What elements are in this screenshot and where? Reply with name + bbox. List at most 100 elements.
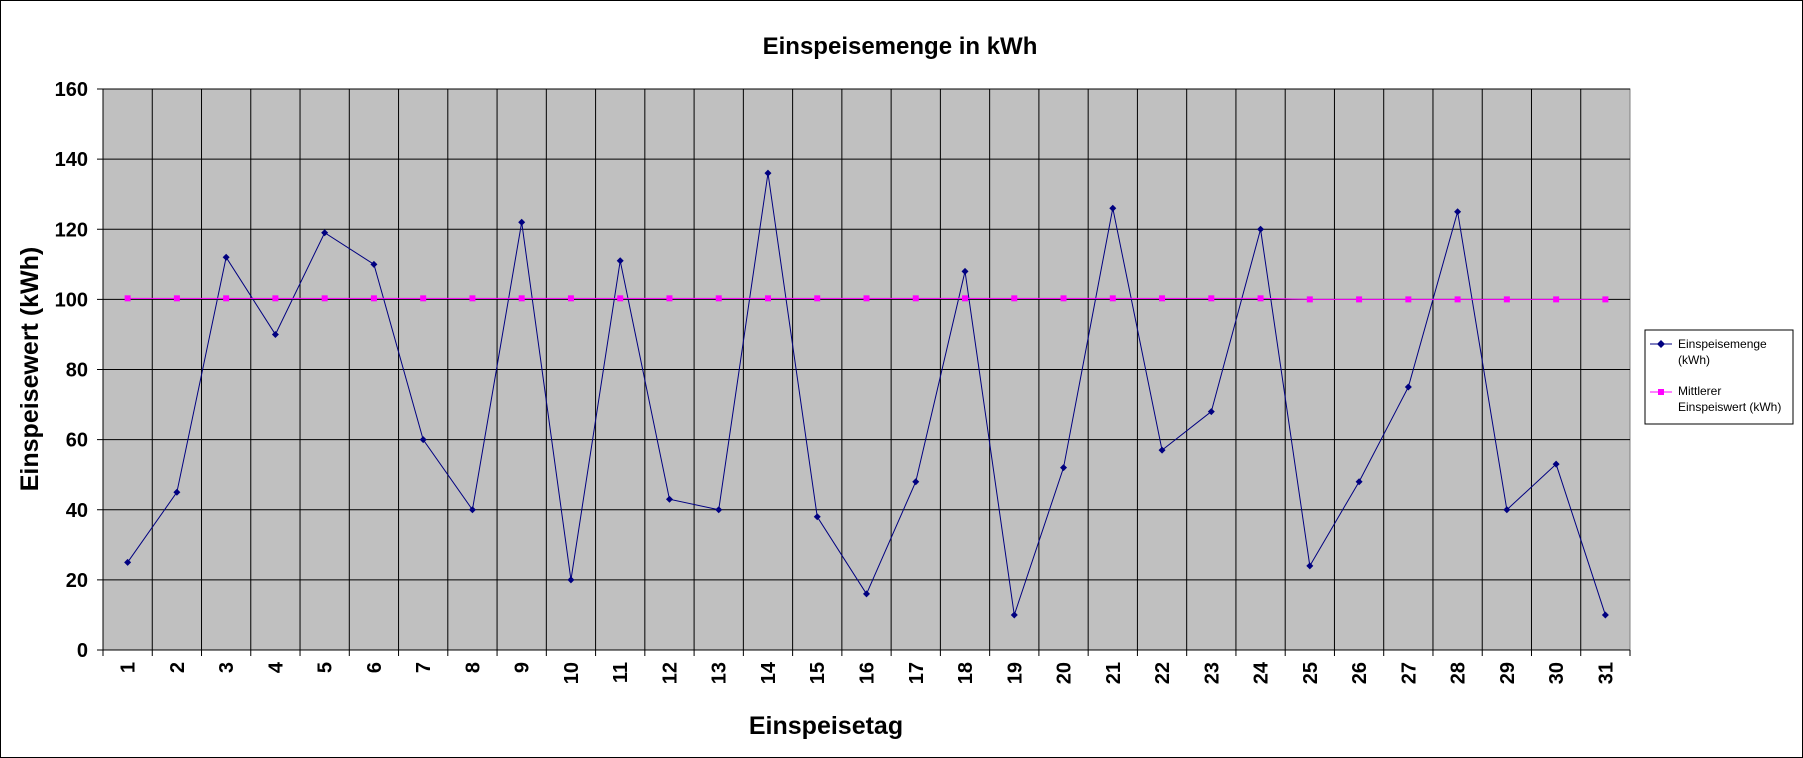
x-tick-label: 13 (709, 662, 731, 684)
x-tick-label: 10 (561, 662, 583, 684)
data-point (813, 513, 821, 521)
data-point (1306, 296, 1313, 303)
data-point (321, 295, 328, 302)
data-point (616, 257, 624, 265)
data-point (1060, 295, 1067, 302)
legend-label-einspeisemenge-1: Einspeisemenge (1678, 337, 1767, 351)
data-point (1454, 296, 1461, 303)
x-tick-label: 24 (1251, 661, 1273, 684)
data-point (764, 169, 772, 177)
x-tick-label: 26 (1349, 662, 1371, 684)
legend-marker-einspeisemenge (1657, 340, 1665, 348)
x-tick-label: 22 (1152, 662, 1174, 684)
y-tick-label: 0 (77, 640, 88, 662)
data-point (1355, 478, 1363, 486)
data-point (370, 295, 377, 302)
data-point (665, 495, 673, 503)
data-point (173, 488, 181, 496)
x-tick-label: 14 (758, 661, 780, 684)
data-point (1404, 383, 1412, 391)
data-point (863, 590, 870, 598)
x-tick-label: 15 (807, 662, 829, 684)
x-tick-labels: 1 2 3 4 5 6 7 8 9 10 11 12 13 14 15 16 17 18 19 20 21 22 23 24 2… (118, 661, 1618, 684)
data-point (715, 506, 723, 514)
data-point (1454, 208, 1462, 216)
data-point (1356, 296, 1363, 303)
data-point (1109, 295, 1116, 302)
x-tick-label: 21 (1103, 662, 1125, 684)
data-point (272, 295, 279, 302)
y-tick-label: 160 (55, 79, 88, 101)
grid (103, 88, 1630, 650)
data-point (1257, 225, 1265, 233)
data-point (715, 295, 722, 302)
data-point (863, 295, 870, 302)
x-tick-label: 9 (512, 662, 534, 673)
data-point (1503, 506, 1511, 514)
x-tick-label: 20 (1054, 662, 1076, 684)
data-point (1060, 464, 1068, 472)
data-point (124, 558, 132, 566)
y-axis-title: Einspeisewert (kWh) (16, 247, 44, 492)
x-tick-label: 31 (1595, 662, 1617, 684)
chart-title: Einspeisemenge in kWh (763, 33, 1038, 60)
data-point (469, 295, 476, 302)
series-group (124, 169, 1609, 619)
x-tick-label: 12 (659, 662, 681, 684)
x-tick-label: 25 (1300, 662, 1322, 684)
x-tick-label: 30 (1546, 662, 1568, 684)
x-tick-label: 11 (610, 662, 632, 683)
axes (97, 88, 1631, 656)
x-tick-label: 16 (857, 662, 879, 684)
data-point (1503, 296, 1510, 303)
data-point (468, 506, 476, 514)
x-tick-label: 19 (1004, 662, 1026, 684)
x-tick-label: 29 (1497, 662, 1519, 684)
data-point (567, 295, 574, 302)
y-tick-label: 20 (66, 570, 88, 592)
data-point (1010, 611, 1018, 619)
x-tick-label: 2 (167, 662, 189, 673)
x-tick-label: 8 (462, 662, 484, 673)
data-point (1159, 295, 1166, 302)
x-tick-label: 4 (265, 661, 287, 673)
legend-box (1644, 329, 1794, 425)
legend-label-einspeisemenge-2: (kWh) (1678, 353, 1710, 367)
data-point (1552, 460, 1560, 468)
data-point (271, 330, 279, 338)
x-tick-label: 18 (955, 662, 977, 684)
x-tick-label: 28 (1448, 662, 1470, 684)
data-point (961, 267, 969, 275)
x-tick-label: 17 (906, 662, 928, 684)
data-point (617, 295, 624, 302)
x-axis-title: Einspeisetag (749, 712, 903, 740)
data-point (1601, 611, 1609, 619)
x-tick-label: 1 (118, 662, 140, 673)
y-tick-label: 40 (66, 500, 88, 522)
data-point (1602, 296, 1609, 303)
data-point (962, 295, 969, 302)
legend-marker-mittlerer (1658, 389, 1664, 395)
data-point (124, 295, 131, 302)
x-tick-label: 23 (1201, 662, 1223, 684)
y-tick-labels: 0 20 40 60 80 100 120 140 160 (55, 79, 88, 662)
series-mittlerer-einspeiswert (124, 295, 1609, 303)
data-point (370, 260, 378, 268)
y-tick-label: 120 (55, 219, 88, 241)
data-point (1109, 204, 1117, 212)
y-tick-label: 140 (55, 149, 88, 171)
data-point (912, 295, 919, 302)
data-point (420, 295, 427, 302)
data-point (666, 295, 673, 302)
x-tick-label: 6 (364, 662, 386, 673)
series-einspeisemenge (124, 169, 1609, 619)
data-point (173, 295, 180, 302)
x-tick-label: 5 (315, 662, 337, 673)
data-point (1306, 562, 1314, 570)
data-point (223, 295, 230, 302)
x-tick-label: 27 (1398, 662, 1420, 684)
data-point (814, 295, 821, 302)
legend-label-mittlerer-1: Mittlerer (1678, 384, 1721, 398)
legend: Einspeisemenge (kWh) Mittlerer Einspeisw… (1644, 329, 1794, 425)
data-point (567, 576, 575, 584)
